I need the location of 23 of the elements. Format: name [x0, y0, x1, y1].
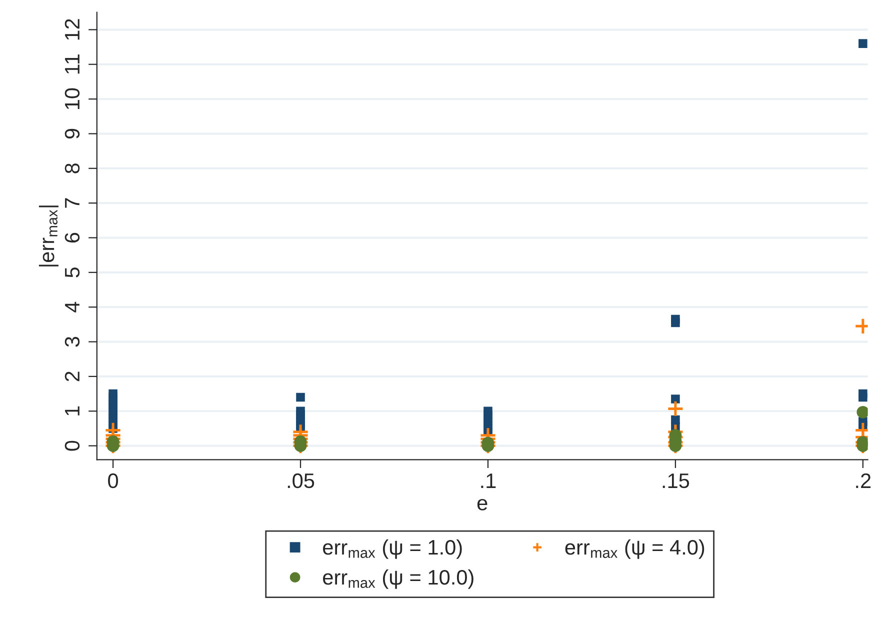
x-tick-label: .1 — [481, 474, 496, 488]
y-tick-label: 10 — [64, 88, 80, 110]
y-tick-label: 8 — [64, 163, 80, 174]
y-tick-label: 9 — [64, 128, 80, 139]
y-tick-label: 11 — [65, 54, 80, 74]
x-tick-label: .15 — [662, 474, 690, 488]
y-tick-label: 2 — [64, 372, 80, 382]
x-tick-label: .05 — [288, 473, 314, 488]
y-tick-label: 0 — [64, 440, 80, 451]
x-axis-title: e — [477, 498, 488, 510]
y-tick-label: 7 — [65, 198, 80, 208]
legend-label: err$_{max}$ (ψ = 10.0) — [323, 569, 474, 589]
y-tick-label: 4 — [65, 302, 80, 312]
y-tick-label: 1 — [65, 406, 80, 416]
x-tick-label: .2 — [856, 473, 871, 488]
y-tick-label: 5 — [65, 267, 80, 278]
legend-label: err$_{max}$ (ψ = 1.0) — [323, 539, 462, 559]
y-tick-label: 12 — [64, 19, 80, 40]
y-axis-title: |err$_{max}$| — [38, 206, 58, 266]
legend-label: err$_{max}$ (ψ = 4.0) — [565, 539, 704, 559]
y-tick-label: 6 — [64, 232, 80, 242]
x-tick-label: 0 — [108, 473, 118, 488]
y-tick-label: 3 — [64, 336, 80, 347]
